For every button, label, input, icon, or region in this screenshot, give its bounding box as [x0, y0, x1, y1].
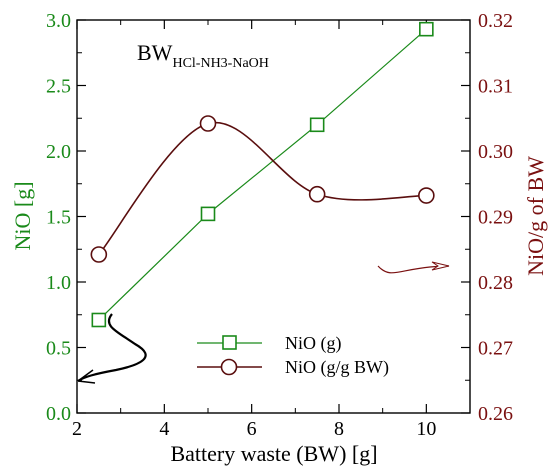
y-left-tick-label-2.5: 2.5: [46, 76, 71, 98]
y-right-tick-label-0.27: 0.27: [478, 338, 513, 360]
y-left-tick-label-1.0: 1.0: [46, 272, 71, 294]
y-left-tick-label-1.5: 1.5: [46, 207, 71, 229]
x-tick-label-10: 10: [416, 418, 436, 440]
point-nio-g-1: [200, 206, 216, 222]
series-nio-g-per-g-curve: [98, 121, 427, 256]
point-nio-g-3: [419, 21, 434, 37]
axes: 2 4 6 8 10 0.0 0.5 1.0 1.5 2.0 2.5 3.0 0.26 0.27 0.28 0…: [46, 10, 513, 440]
y-right-tick-label-0.29: 0.29: [478, 207, 513, 229]
point-nio-g-0: [91, 312, 107, 328]
legend-label-nio-g-per-g: NiO (g/g BW): [285, 357, 389, 378]
y-right-axis-title: NiO/g of BW: [523, 156, 548, 276]
annotation-main: BW: [137, 40, 173, 65]
legend-marker-square: [222, 335, 237, 350]
y-right-tick-label-0.30: 0.30: [478, 141, 513, 163]
point-nio-g-per-g-2: [308, 185, 326, 203]
point-nio-g-per-g-0: [90, 246, 108, 263]
arrow-to-left-axis-head: [77, 369, 96, 384]
legend-label-nio-g: NiO (g): [285, 333, 342, 354]
x-tick-label-4: 4: [159, 418, 169, 440]
series-layer: [90, 21, 435, 328]
plot-frame: [76, 19, 471, 414]
x-axis-title: Battery waste (BW) [g]: [170, 441, 377, 466]
y-left-axis-title: NiO [g]: [10, 181, 35, 250]
x-tick-label-6: 6: [247, 418, 257, 440]
annotation-subscript: HCl-NH3-NaOH: [172, 56, 268, 71]
y-right-tick-label-0.31: 0.31: [478, 76, 513, 98]
plot-area: [76, 19, 471, 414]
y-left-tick-label-0.0: 0.0: [46, 403, 71, 425]
annotation-label: BWHCl-NH3-NaOH: [137, 40, 269, 71]
y-right-tick-label-0.32: 0.32: [478, 10, 513, 32]
point-nio-g-2: [309, 117, 325, 133]
series-nio-g-line: [98, 28, 427, 321]
y-left-tick-label-0.5: 0.5: [46, 338, 71, 360]
arrow-to-left-axis: [77, 313, 147, 382]
y-right-tick-label-0.26: 0.26: [478, 403, 513, 425]
y-left-tick-label-3.0: 3.0: [46, 10, 71, 32]
point-nio-g-per-g-1: [199, 115, 217, 132]
y-left-tick-label-2.0: 2.0: [46, 141, 71, 163]
x-tick-label-8: 8: [334, 418, 344, 440]
point-nio-g-per-g-3: [418, 187, 435, 204]
legend-marker-circle: [220, 358, 238, 376]
legend: NiO (g) NiO (g/g BW): [197, 333, 389, 378]
arrow-to-right-axis-head: [431, 261, 450, 271]
x-tick-label-2: 2: [72, 418, 82, 440]
y-right-tick-label-0.28: 0.28: [478, 272, 513, 294]
